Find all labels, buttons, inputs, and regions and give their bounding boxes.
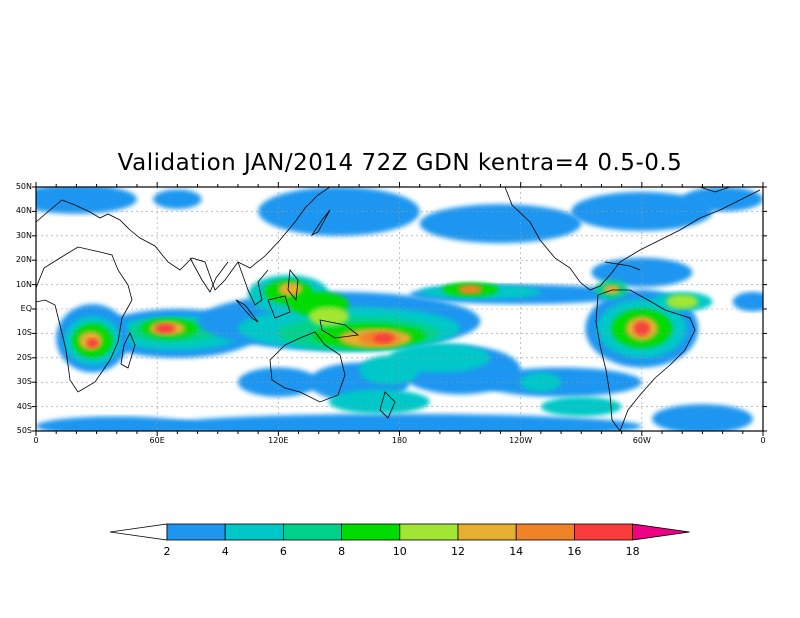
lon-label: 180 xyxy=(391,436,408,445)
coast-newguinea xyxy=(319,319,360,339)
colorbar-swatch xyxy=(457,523,517,541)
lat-label: 40S xyxy=(16,401,32,411)
colorbar-level-label: 4 xyxy=(221,545,229,558)
precip-region xyxy=(155,323,176,334)
lon-label: 0 xyxy=(33,436,39,445)
lat-label: 50N xyxy=(15,182,32,191)
coast-philippines xyxy=(287,268,299,302)
colorbar-swatch xyxy=(515,523,575,541)
lon-label: 60E xyxy=(149,436,165,445)
lat-label: 30N xyxy=(15,230,32,240)
precip-region xyxy=(389,343,491,373)
precip-region xyxy=(666,294,699,309)
plot-title: Validation JAN/2014 72Z GDN kentra=4 0.5… xyxy=(117,150,683,176)
coast-madagascar xyxy=(120,332,136,369)
precip-region xyxy=(419,204,582,244)
precip-region xyxy=(308,306,350,327)
precip-field xyxy=(36,187,763,431)
precip-region xyxy=(328,389,430,414)
precip-region xyxy=(86,338,99,349)
coast-africa xyxy=(36,246,133,393)
precip-region xyxy=(153,189,202,209)
lat-label: 10S xyxy=(16,328,32,338)
precip-region xyxy=(520,372,562,392)
tick-marks xyxy=(32,182,767,436)
lat-label: 20S xyxy=(16,352,32,362)
coast-japan xyxy=(310,209,331,237)
coast-nz xyxy=(379,391,396,419)
coast-samerica xyxy=(595,289,696,431)
colorbar-swatch xyxy=(166,523,226,541)
colorbar-swatch xyxy=(341,523,401,541)
colorbar-level-label: 18 xyxy=(625,545,640,558)
colorbar-level-label: 6 xyxy=(279,545,287,558)
coast-caribbean xyxy=(604,261,641,271)
lat-label: EQ xyxy=(20,304,32,313)
coast-sumatra xyxy=(235,299,259,323)
coast-india xyxy=(189,257,229,293)
lon-label: 120E xyxy=(268,436,289,445)
colorbar-level-label: 8 xyxy=(338,545,346,558)
colorbar xyxy=(109,523,690,541)
precip-region xyxy=(732,291,763,312)
graticule xyxy=(36,187,763,431)
colorbar-level-label: 10 xyxy=(392,545,407,558)
colorbar-swatch xyxy=(282,523,342,541)
colorbar-swatch xyxy=(574,523,634,541)
precip-region xyxy=(458,284,483,295)
lat-label: 50S xyxy=(16,426,32,435)
coast-australia xyxy=(269,331,346,403)
precip-region xyxy=(36,187,137,214)
coast-seasia xyxy=(237,261,269,306)
precip-region xyxy=(651,404,753,431)
lon-label: 120W xyxy=(509,436,533,445)
lat-label: 10N xyxy=(15,279,32,289)
precip-region xyxy=(603,284,620,295)
colorbar-level-label: 2 xyxy=(163,545,171,558)
precip-region xyxy=(258,187,420,236)
colorbar-triangle-low xyxy=(109,523,168,541)
precip-region xyxy=(373,333,394,344)
colorbar-level-label: 12 xyxy=(451,545,465,558)
colorbar-swatch xyxy=(224,523,284,541)
lon-label: 0 xyxy=(760,436,766,445)
colorbar-level-label: 16 xyxy=(567,545,582,558)
lat-label: 40N xyxy=(15,206,32,216)
lat-label: 30S xyxy=(16,377,32,387)
coast-europe xyxy=(36,187,331,291)
colorbar-level-label: 14 xyxy=(509,545,524,558)
precip-region xyxy=(682,187,763,212)
lon-label: 60W xyxy=(632,436,651,445)
colorbar-triangle-high xyxy=(632,523,690,541)
coast-borneo xyxy=(267,295,291,319)
coastlines xyxy=(36,187,761,431)
coast-greenland xyxy=(699,187,731,193)
coast-namerica xyxy=(504,187,761,291)
lat-label: 20N xyxy=(15,255,32,265)
colorbar-swatch xyxy=(399,523,459,541)
